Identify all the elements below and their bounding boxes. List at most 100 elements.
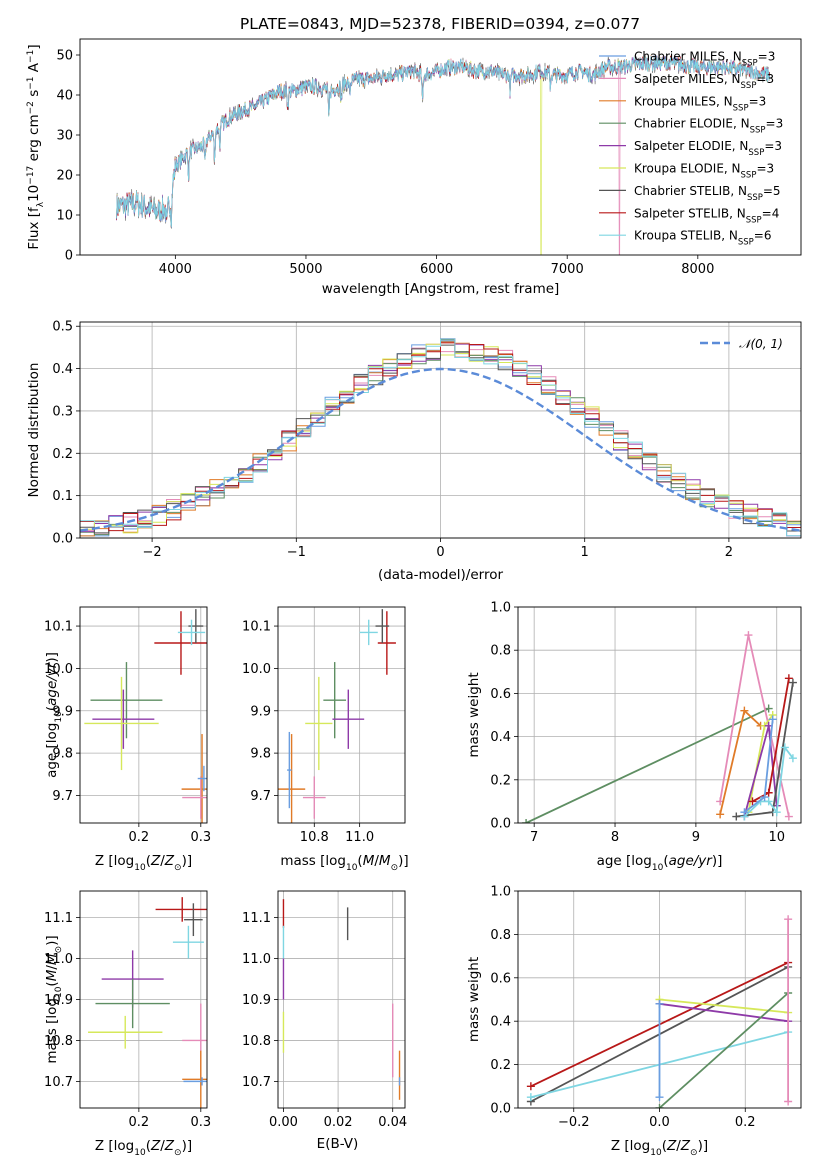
x-tick-label: 9 (692, 830, 700, 845)
y-tick-label: 0.8 (490, 928, 511, 943)
x-tick-label: 1 (581, 545, 589, 560)
histogram-krou_stelib (80, 338, 801, 537)
point-salp_miles (302, 776, 326, 819)
weight-marker-krou_stelib (780, 743, 789, 752)
mass-vs-metallicity-panel: 0.2 0.3 10.7 10.8 10.9 11.0 11.1 Z [log10(Z/Z⊙)… (44, 890, 211, 1158)
weight-marker-krou_stelib (788, 754, 797, 763)
weight-marker-chab_miles (760, 793, 769, 802)
y-tick-label: 11.1 (44, 911, 73, 926)
weight-line-salp_elodie (659, 1002, 789, 1023)
y-tick-label: 10.9 (242, 993, 271, 1008)
point-krou_stelib (172, 925, 204, 959)
y-tick-label: 50 (56, 49, 73, 64)
y-tick-label: 10.1 (44, 620, 73, 635)
axes-frame (277, 890, 406, 1109)
x-tick-label: 0.00 (269, 1115, 298, 1130)
spectrum-krou_stelib (116, 55, 771, 228)
x-tick-label: −0.2 (558, 1115, 590, 1130)
weight-line-krou_stelib (743, 745, 794, 818)
figure-title: PLATE=0843, MJD=52378, FIBERID=0394, z=0… (240, 15, 640, 33)
y-tick-label: 0.2 (52, 447, 73, 462)
x-tick-label: 5000 (289, 262, 322, 277)
y-tick-label: 30 (56, 129, 73, 144)
weight-marker-chab_miles (655, 999, 664, 1008)
y-tick-label: 10.9 (44, 993, 73, 1008)
point-chab_elodie (95, 979, 170, 1029)
y-tick-label: 10.7 (242, 1075, 271, 1090)
y-tick-label: 40 (56, 89, 73, 104)
legend-label-chab_elodie: Chabrier ELODIE, NSSP=3 (634, 117, 783, 136)
x-axis-label: wavelength [Angstrom, rest frame] (322, 281, 560, 297)
x-axis-label: E(B-V) (317, 1136, 359, 1152)
y-tick-label: 0.0 (490, 817, 511, 832)
point-salp_stelib (377, 611, 396, 675)
x-tick-label: 0.0 (649, 1115, 670, 1130)
point-salp_stelib (155, 897, 207, 922)
weight-marker-salp_miles (744, 631, 753, 640)
point-chab_elodie (90, 662, 163, 739)
weight-vs-age-panel: 7 8 9 10 0.0 0.2 0.4 0.6 0.8 1.0 age [log10(age/yr… (466, 601, 802, 873)
y-tick-label: 9.7 (52, 789, 73, 804)
point-salp_elodie (92, 689, 155, 749)
y-tick-label: 10 (56, 209, 73, 224)
residual-histogram-panel: −2 −1 0 1 2 0.0 0.1 0.2 0.3 0.4 0.5 𝒩(0, 1) (data-mo… (26, 320, 802, 583)
y-tick-label: 1.0 (490, 601, 511, 616)
y-tick-label: 9.7 (250, 789, 271, 804)
y-tick-label: 10.0 (242, 662, 271, 677)
y-tick-label: 20 (56, 169, 73, 184)
point-chab_elodie (323, 662, 347, 739)
x-tick-label: 10 (768, 830, 785, 845)
y-tick-label: 0.0 (52, 532, 73, 547)
y-axis-label: Normed distribution (26, 363, 42, 498)
axes-frame (517, 890, 802, 1109)
spectrum-panel: 4000 5000 6000 7000 8000 0 10 20 30 40 50 wavelengt… (26, 38, 802, 297)
point-krou_stelib (177, 619, 206, 646)
y-tick-label: 10.8 (242, 1034, 271, 1049)
histogram-steps (80, 338, 801, 537)
weight-marker-krou_stelib (764, 797, 773, 806)
weight-marker-chab_elodie (764, 704, 773, 713)
axes-frame (79, 38, 802, 256)
weight-lines (522, 631, 797, 823)
legend-label-krou_elodie: Kroupa ELODIE, NSSP=3 (634, 162, 774, 181)
point-krou_stelib (359, 619, 378, 646)
y-tick-label: 0.6 (490, 971, 511, 986)
x-tick-label: 0.04 (378, 1115, 407, 1130)
y-tick-label: 0.6 (490, 687, 511, 702)
x-tick-label: 11.0 (345, 830, 374, 845)
legend-label-krou_stelib: Kroupa STELIB, NSSP=6 (634, 229, 772, 248)
point-chab_miles (287, 731, 292, 809)
weight-lines (526, 915, 793, 1108)
y-tick-label: 0.2 (490, 1058, 511, 1073)
weight-marker-chab_stelib (788, 678, 797, 687)
weight-marker-salp_miles (784, 915, 793, 924)
y-axis-label: mass [log10(M/M⊙)] (44, 935, 64, 1063)
x-tick-label: 8000 (681, 262, 714, 277)
x-tick-label: −2 (143, 545, 162, 560)
x-tick-label: 10.8 (300, 830, 329, 845)
x-tick-label: 0.02 (324, 1115, 353, 1130)
y-axis-label: mass weight (466, 672, 482, 757)
normal-curve (80, 367, 801, 532)
weight-vs-metallicity-panel: −0.2 0.0 0.2 0.0 0.2 0.4 0.6 0.8 1.0 Z [log10(Z/Z… (466, 885, 802, 1158)
weight-marker-salp_stelib (526, 1082, 535, 1091)
y-tick-label: 9.9 (52, 704, 73, 719)
x-axis-label: (data-model)/error (378, 567, 504, 583)
y-tick-label: 0.4 (490, 730, 511, 745)
weight-line-krou_elodie (659, 998, 789, 1014)
y-tick-label: 11.0 (242, 952, 271, 967)
y-tick-label: 11.0 (44, 952, 73, 967)
y-tick-label: 9.9 (250, 704, 271, 719)
age-vs-mass-panel: 10.8 11.0 9.7 9.8 9.9 10.0 10.1 mass [log10(M/M… (242, 606, 409, 873)
x-tick-label: 0.3 (190, 830, 211, 845)
x-tick-label: 0.2 (129, 830, 150, 845)
x-tick-label: 8 (611, 830, 619, 845)
x-axis-label: Z [log10(Z/Z⊙)] (611, 1138, 708, 1158)
weight-marker-krou_stelib (526, 1093, 535, 1102)
weight-marker-salp_stelib (748, 797, 757, 806)
weight-line-chab_elodie (658, 992, 789, 1108)
x-tick-label: 6000 (420, 262, 453, 277)
y-tick-label: 1.0 (490, 885, 511, 900)
axes-frame (517, 606, 802, 824)
weight-marker-chab_stelib (732, 812, 741, 821)
